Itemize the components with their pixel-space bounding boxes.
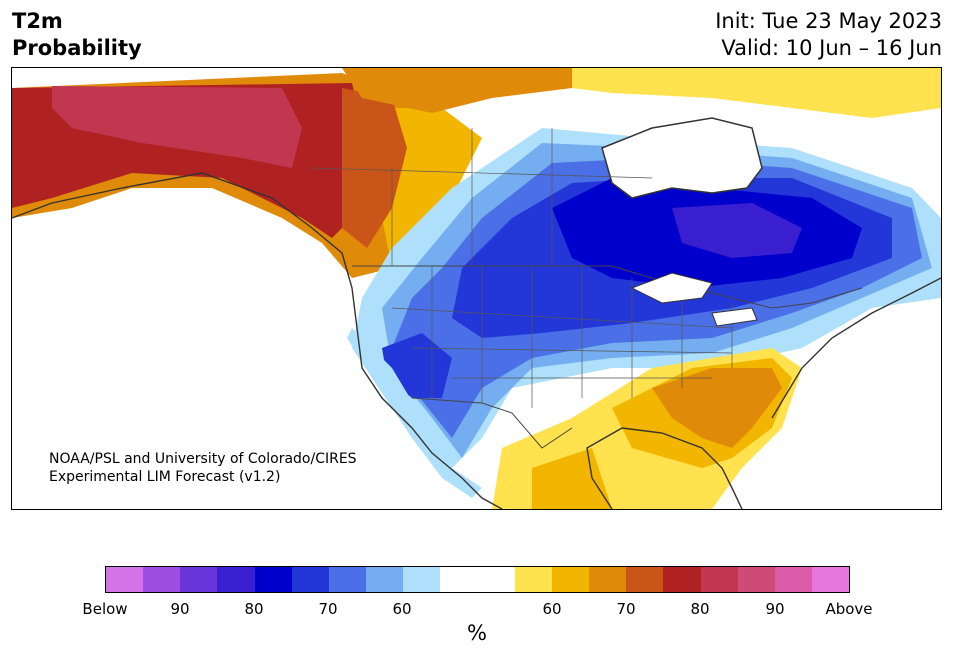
colorbar-segment bbox=[477, 567, 515, 592]
colorbar-segment bbox=[366, 567, 404, 592]
colorbar-label-above-80: 80 bbox=[690, 600, 710, 618]
warm-region-brick bbox=[342, 88, 407, 248]
warm-region-north-yellow bbox=[572, 68, 941, 118]
init-date: Init: Tue 23 May 2023 bbox=[715, 9, 942, 33]
colorbar-segment bbox=[254, 567, 292, 592]
cool-region-pacific-coast bbox=[347, 328, 482, 498]
colorbar-segment bbox=[589, 567, 627, 592]
colorbar-segment bbox=[774, 567, 812, 592]
forecast-dates: Init: Tue 23 May 2023 Valid: 10 Jun – 16… bbox=[715, 8, 942, 62]
credit-text: NOAA/PSL and University of Colorado/CIRE… bbox=[49, 450, 357, 486]
state-lines bbox=[311, 128, 733, 408]
map-canvas bbox=[12, 68, 941, 509]
colorbar-segment bbox=[626, 567, 664, 592]
us-mexico-border bbox=[411, 397, 573, 449]
colorbar-segment bbox=[143, 567, 181, 592]
great-lakes bbox=[630, 272, 758, 327]
colorbar-segment bbox=[551, 567, 590, 592]
colorbar-segment bbox=[180, 567, 218, 592]
colorbar-segment bbox=[663, 567, 701, 592]
warm-region-crimson bbox=[52, 86, 302, 168]
colorbar-label-below: Below bbox=[82, 600, 128, 618]
colorbar-segment bbox=[700, 567, 738, 592]
valid-range: Valid: 10 Jun – 16 Jun bbox=[721, 36, 942, 60]
colorbar-label-above-90: 90 bbox=[765, 600, 785, 618]
warm-region-north-orange bbox=[342, 68, 572, 113]
colorbar-unit: % bbox=[467, 621, 487, 645]
title-variable: T2m bbox=[12, 9, 63, 33]
colorbar-segment bbox=[440, 567, 478, 592]
coastline bbox=[12, 172, 941, 509]
colorbar-segment bbox=[106, 567, 144, 592]
colorbar-segment bbox=[291, 567, 329, 592]
colorbar-segment bbox=[737, 567, 775, 592]
credit-line-2: Experimental LIM Forecast (v1.2) bbox=[49, 469, 281, 485]
colorbar-segment bbox=[514, 567, 552, 592]
colorbar-label-above: Above bbox=[825, 600, 873, 618]
colorbar-segment bbox=[328, 567, 367, 592]
colorbar-label-below-80: 80 bbox=[244, 600, 264, 618]
us-canada-border bbox=[352, 265, 863, 309]
cool-region-violet bbox=[672, 203, 802, 258]
colorbar-label-below-90: 90 bbox=[170, 600, 190, 618]
colorbar-label-below-60: 60 bbox=[392, 600, 412, 618]
colorbar-label-above-70: 70 bbox=[616, 600, 636, 618]
colorbar-segment bbox=[403, 567, 441, 592]
colorbar-label-above-60: 60 bbox=[542, 600, 562, 618]
colorbar-label-below-70: 70 bbox=[318, 600, 338, 618]
credit-line-1: NOAA/PSL and University of Colorado/CIRE… bbox=[49, 451, 357, 467]
warm-region-southeast-orange bbox=[652, 368, 782, 448]
probability-colorbar bbox=[105, 566, 850, 593]
title-quantity: Probability bbox=[12, 36, 142, 60]
map-title: T2m Probability bbox=[12, 8, 142, 62]
warm-region-mexico-gold bbox=[532, 448, 612, 509]
forecast-map bbox=[11, 67, 942, 510]
colorbar-segment bbox=[811, 567, 850, 592]
colorbar-segment bbox=[217, 567, 255, 592]
